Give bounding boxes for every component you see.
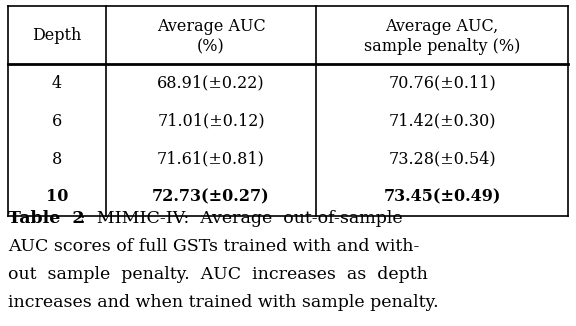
Text: 73.45(±0.49): 73.45(±0.49) [383,188,501,205]
Text: increases and when trained with sample penalty.: increases and when trained with sample p… [8,294,439,311]
Text: (%): (%) [197,38,225,55]
Text: sample penalty (%): sample penalty (%) [364,38,520,55]
Text: 71.42(±0.30): 71.42(±0.30) [388,112,496,129]
Text: 71.01(±0.12): 71.01(±0.12) [157,112,265,129]
Text: 70.76(±0.11): 70.76(±0.11) [388,75,496,92]
Text: AUC scores of full GSTs trained with and with-: AUC scores of full GSTs trained with and… [8,238,419,255]
Text: 68.91(±0.22): 68.91(±0.22) [157,75,265,92]
Text: 73.28(±0.54): 73.28(±0.54) [388,151,496,168]
Text: Average AUC: Average AUC [157,18,266,35]
Text: out  sample  penalty.  AUC  increases  as  depth: out sample penalty. AUC increases as dep… [8,266,428,283]
Text: Table  2: Table 2 [8,210,84,227]
Text: 71.61(±0.81): 71.61(±0.81) [157,151,265,168]
Text: 72.73(±0.27): 72.73(±0.27) [152,188,270,205]
Text: Depth: Depth [32,26,82,43]
Text: 8: 8 [52,151,62,168]
Text: 6: 6 [52,112,62,129]
Text: 10: 10 [46,188,68,205]
Text: Average AUC,: Average AUC, [385,18,499,35]
Text: :  MIMIC-IV:  Average  out-of-sample: : MIMIC-IV: Average out-of-sample [80,210,403,227]
Text: 4: 4 [52,75,62,92]
